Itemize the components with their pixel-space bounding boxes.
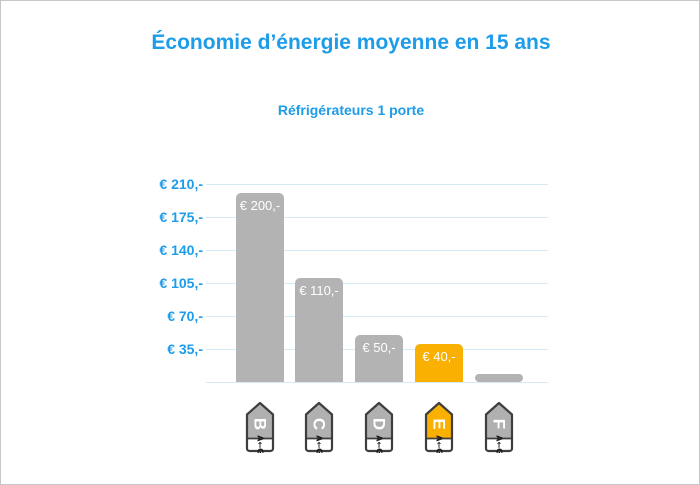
chart-title: Économie d’énergie moyenne en 15 ans	[151, 31, 551, 54]
bar-value-label: € 110,-	[299, 283, 339, 298]
bar-value-label: € 50,-	[362, 340, 396, 355]
svg-text:A←G: A←G	[315, 435, 324, 453]
y-axis-tick-label: € 35,-	[167, 341, 203, 357]
gridline	[206, 283, 548, 284]
y-axis-tick-label: € 175,-	[159, 209, 203, 225]
energy-label-tag-icon-F: F A←G	[484, 401, 514, 453]
svg-text:E: E	[430, 418, 449, 429]
bar-E	[415, 344, 463, 382]
bar-B	[236, 193, 284, 382]
svg-text:A←G: A←G	[495, 435, 504, 453]
gridline	[206, 217, 548, 218]
svg-text:C: C	[310, 418, 329, 430]
bar-value-label: € 200,-	[239, 198, 281, 213]
bar-value-label: € 40,-	[422, 349, 456, 364]
gridline	[206, 382, 548, 383]
gridline	[206, 184, 548, 185]
y-axis-tick-label: € 105,-	[159, 275, 203, 291]
svg-text:D: D	[370, 418, 389, 430]
y-axis-tick-label: € 210,-	[159, 176, 203, 192]
bar-C	[295, 278, 343, 382]
bar-D	[355, 335, 403, 382]
svg-text:A←G: A←G	[435, 435, 444, 453]
y-axis-tick-label: € 140,-	[159, 242, 203, 258]
energy-label-tag-icon-D: D A←G	[364, 401, 394, 453]
chart-subtitle: Réfrigérateurs 1 porte	[277, 102, 425, 118]
energy-label-tag-icon-B: B A←G	[245, 401, 275, 453]
energy-label-tag-icon-C: C A←G	[304, 401, 334, 453]
y-axis-tick-label: € 70,-	[167, 308, 203, 324]
gridline	[206, 316, 548, 317]
svg-text:B: B	[251, 418, 270, 430]
svg-text:F: F	[490, 419, 509, 429]
svg-text:A←G: A←G	[375, 435, 384, 453]
gridline	[206, 250, 548, 251]
bar-F	[475, 374, 523, 382]
energy-label-tag-icon-E: E A←G	[424, 401, 454, 453]
svg-text:A←G: A←G	[256, 435, 265, 453]
